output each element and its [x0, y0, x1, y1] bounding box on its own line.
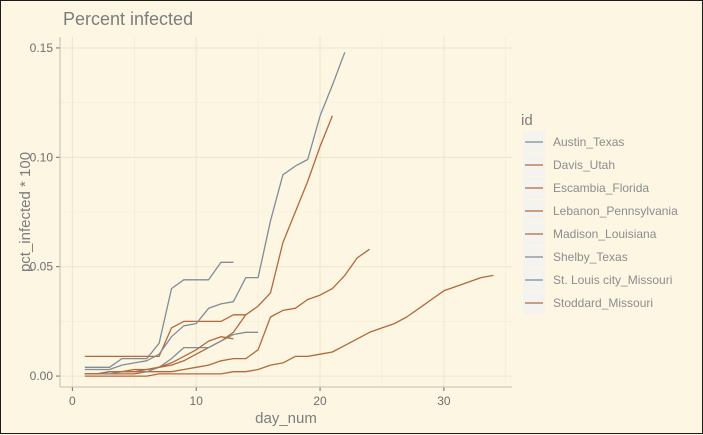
y-tick-label: 0.15 — [30, 41, 54, 55]
x-axis-title: day_num — [255, 410, 317, 427]
series-line-madison-louisiana — [84, 274, 494, 377]
legend-label-lebanon-pennsylvania: Lebanon_Pennsylvania — [553, 204, 678, 218]
x-tick-label: 10 — [190, 394, 204, 408]
y-tick-label: 0.00 — [30, 369, 54, 383]
legend-label-austin-texas: Austin_Texas — [553, 135, 624, 149]
x-tick-label: 20 — [313, 394, 327, 408]
legend-label-davis-utah: Davis_Utah — [553, 158, 615, 172]
gridlines — [60, 37, 512, 387]
legend-label-stoddard-missouri: Stoddard_Missouri — [553, 296, 653, 310]
legend-label-madison-louisiana: Madison_Louisiana — [553, 227, 657, 241]
y-tick-label: 0.10 — [30, 150, 54, 164]
series-lines — [84, 52, 494, 377]
series-line-austin-texas — [84, 261, 234, 368]
y-tick-label: 0.05 — [30, 260, 54, 274]
axes: 0 10 20 30 0.00 0.05 0.10 0.15 — [30, 37, 512, 408]
x-tick-label: 30 — [437, 394, 451, 408]
series-line-lebanon-pennsylvania — [84, 248, 370, 375]
series-line-shelby-texas — [84, 331, 259, 375]
legend-title: id — [521, 112, 533, 129]
legend-label-shelby-texas: Shelby_Texas — [553, 250, 628, 264]
y-axis-title: pct_infected * 100 — [17, 152, 34, 272]
series-line-st-louis-city-missouri — [84, 52, 346, 371]
legend-items: Austin_Texas Davis_Utah Escambia_Florida Le… — [523, 131, 678, 314]
chart-title: Percent infected — [63, 9, 193, 29]
legend: id Austin_Texas Davis_Utah Escambia_Florid… — [521, 112, 678, 314]
legend-label-escambia-florida: Escambia_Florida — [553, 181, 649, 195]
series-line-stoddard-missouri — [84, 336, 234, 375]
x-tick-label: 0 — [69, 394, 76, 408]
legend-label-st-louis-city-missouri: St. Louis city_Missouri — [553, 273, 672, 287]
series-line-davis-utah — [84, 314, 246, 358]
